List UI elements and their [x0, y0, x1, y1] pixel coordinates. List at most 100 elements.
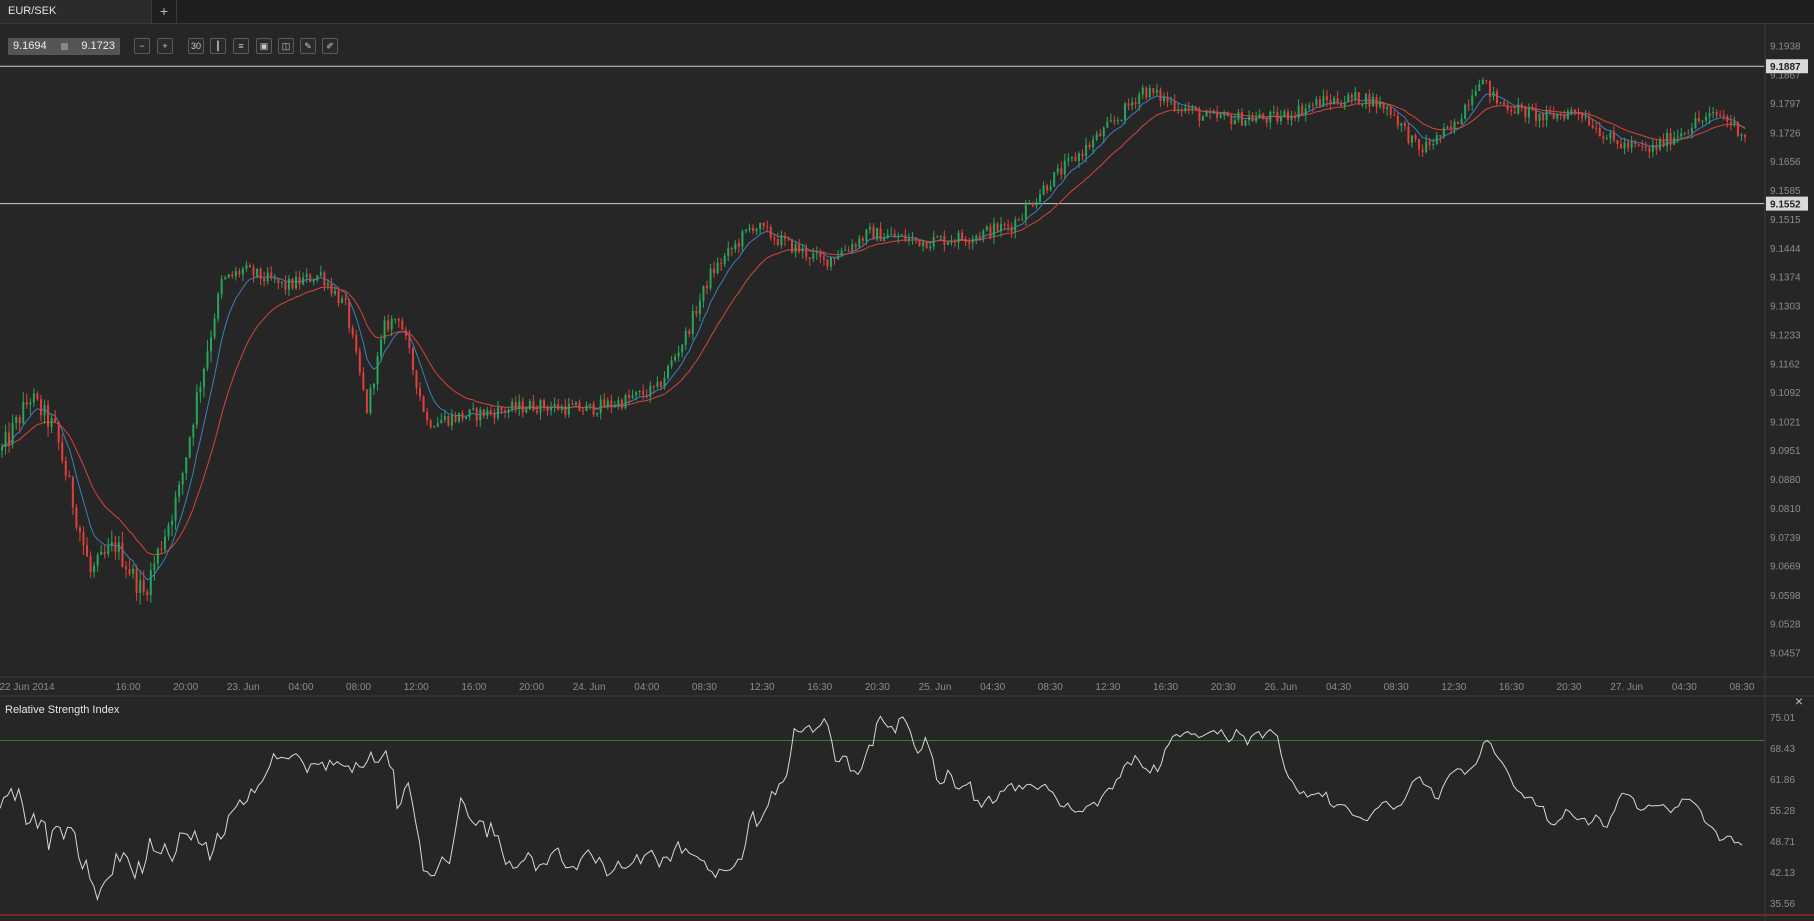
candle[interactable] — [369, 384, 372, 416]
candle[interactable] — [1138, 91, 1141, 111]
candle[interactable] — [1676, 129, 1679, 143]
candle[interactable] — [231, 271, 234, 279]
candle[interactable] — [1255, 111, 1258, 124]
candle[interactable] — [1081, 149, 1084, 161]
candle[interactable] — [769, 224, 772, 241]
candle[interactable] — [1726, 114, 1729, 128]
candle[interactable] — [964, 235, 967, 246]
candle[interactable] — [1361, 103, 1364, 108]
candle[interactable] — [861, 236, 864, 246]
candle[interactable] — [674, 353, 677, 363]
candle[interactable] — [1163, 92, 1165, 105]
candle[interactable] — [574, 401, 577, 405]
candle[interactable] — [720, 257, 723, 271]
candle[interactable] — [238, 268, 241, 278]
candle[interactable] — [1265, 116, 1268, 127]
candle[interactable] — [1499, 102, 1502, 105]
candle[interactable] — [1570, 106, 1573, 116]
candle[interactable] — [815, 246, 818, 260]
candle[interactable] — [358, 347, 361, 377]
candle[interactable] — [465, 416, 468, 420]
candle[interactable] — [387, 314, 390, 333]
candle[interactable] — [684, 327, 687, 350]
candle[interactable] — [1294, 111, 1297, 122]
candle[interactable] — [1577, 107, 1580, 121]
candle[interactable] — [1719, 110, 1722, 117]
candle[interactable] — [932, 230, 935, 251]
candle[interactable] — [539, 398, 542, 420]
candle[interactable] — [1, 443, 3, 458]
candle[interactable] — [4, 424, 7, 455]
candle[interactable] — [298, 270, 301, 290]
candle[interactable] — [1418, 138, 1421, 157]
candle[interactable] — [1198, 106, 1201, 128]
candle[interactable] — [174, 491, 177, 531]
candle[interactable] — [1145, 86, 1148, 101]
candle[interactable] — [302, 272, 305, 286]
candle[interactable] — [1088, 141, 1091, 150]
candle[interactable] — [791, 238, 794, 254]
candle[interactable] — [355, 330, 358, 355]
candle[interactable] — [1673, 131, 1676, 146]
candle[interactable] — [440, 413, 443, 424]
candle[interactable] — [1467, 99, 1470, 112]
candle[interactable] — [291, 277, 294, 290]
candle[interactable] — [698, 293, 701, 321]
candle[interactable] — [1382, 101, 1385, 114]
candle[interactable] — [645, 388, 648, 399]
candle[interactable] — [1474, 85, 1477, 97]
candle[interactable] — [968, 237, 971, 250]
candle[interactable] — [1031, 201, 1034, 208]
candle[interactable] — [171, 514, 174, 537]
candle[interactable] — [1439, 134, 1442, 144]
candle[interactable] — [32, 388, 35, 408]
candle[interactable] — [1428, 137, 1431, 151]
candle[interactable] — [1039, 189, 1042, 204]
candle[interactable] — [1233, 113, 1236, 125]
candle[interactable] — [1152, 87, 1155, 97]
candle[interactable] — [957, 230, 960, 250]
candle[interactable] — [1116, 116, 1119, 125]
zoom-in-button[interactable]: + — [157, 38, 173, 54]
candle[interactable] — [351, 324, 354, 339]
candle[interactable] — [642, 384, 645, 400]
candle[interactable] — [808, 257, 811, 266]
candle[interactable] — [939, 234, 942, 240]
candle[interactable] — [1283, 108, 1286, 118]
candle[interactable] — [1736, 121, 1739, 138]
candle[interactable] — [1333, 95, 1336, 105]
candle[interactable] — [25, 393, 28, 409]
candle[interactable] — [730, 246, 733, 257]
candle[interactable] — [1584, 109, 1587, 121]
candle[interactable] — [890, 227, 893, 236]
candle[interactable] — [1705, 112, 1708, 124]
candle[interactable] — [571, 399, 574, 406]
candle[interactable] — [89, 551, 92, 579]
candle[interactable] — [713, 261, 716, 278]
candle[interactable] — [43, 399, 46, 425]
candle[interactable] — [380, 334, 383, 362]
candle[interactable] — [11, 414, 14, 449]
candle[interactable] — [521, 397, 524, 418]
candle[interactable] — [670, 356, 673, 369]
candle[interactable] — [1545, 105, 1548, 128]
candle[interactable] — [716, 257, 719, 275]
candle[interactable] — [295, 271, 298, 291]
candle[interactable] — [1035, 197, 1038, 209]
candle[interactable] — [1276, 106, 1279, 125]
candle[interactable] — [553, 397, 556, 413]
candle[interactable] — [1442, 122, 1445, 139]
candle[interactable] — [422, 395, 425, 413]
candle[interactable] — [659, 380, 662, 389]
candle[interactable] — [1350, 92, 1353, 106]
candle[interactable] — [507, 406, 510, 419]
candle[interactable] — [1563, 109, 1566, 122]
candle[interactable] — [904, 228, 907, 243]
candle[interactable] — [1662, 133, 1665, 148]
candle[interactable] — [1056, 163, 1059, 176]
candle[interactable] — [1496, 88, 1499, 107]
candle[interactable] — [1237, 109, 1240, 123]
candle[interactable] — [1049, 180, 1052, 192]
candle[interactable] — [1524, 105, 1527, 123]
candle[interactable] — [514, 396, 517, 414]
